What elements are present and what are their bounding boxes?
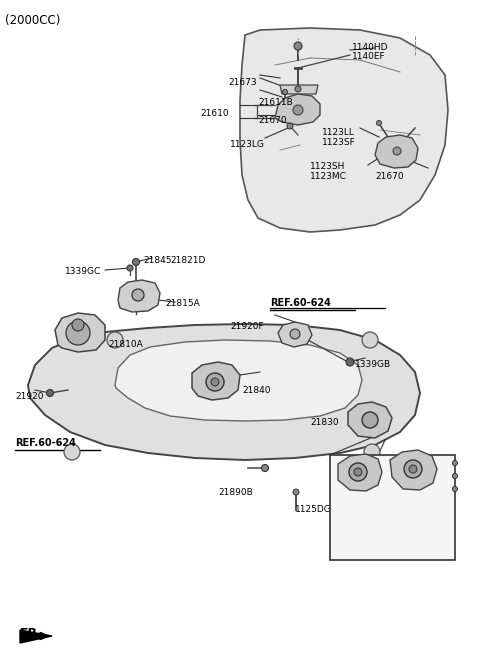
Text: 1339GB: 1339GB [355, 360, 391, 369]
Polygon shape [192, 362, 240, 400]
Circle shape [404, 460, 422, 478]
Circle shape [349, 463, 367, 481]
Text: 1339GC: 1339GC [65, 267, 101, 276]
Text: FR.: FR. [20, 627, 43, 640]
Text: 1123LG: 1123LG [230, 140, 265, 149]
Polygon shape [118, 280, 160, 312]
Circle shape [290, 329, 300, 339]
Polygon shape [275, 94, 320, 125]
Polygon shape [115, 340, 362, 421]
Circle shape [376, 120, 382, 125]
Text: 21810A: 21810A [108, 340, 143, 349]
Text: 1123LL: 1123LL [322, 128, 355, 137]
Text: 1140HD: 1140HD [352, 43, 388, 52]
Circle shape [354, 468, 362, 476]
Polygon shape [55, 313, 105, 352]
Text: 21920: 21920 [15, 392, 44, 401]
Circle shape [453, 474, 457, 478]
Text: 21815A: 21815A [165, 299, 200, 308]
Circle shape [66, 321, 90, 345]
Circle shape [453, 486, 457, 491]
Polygon shape [280, 85, 318, 94]
Text: 21670: 21670 [375, 172, 404, 181]
Text: 1125DG: 1125DG [392, 483, 429, 492]
Circle shape [132, 258, 140, 265]
Text: 1125DG: 1125DG [392, 473, 429, 482]
Circle shape [287, 123, 293, 129]
Text: 21673: 21673 [228, 78, 257, 87]
Text: 21830: 21830 [310, 418, 338, 427]
Polygon shape [375, 135, 418, 168]
Circle shape [206, 373, 224, 391]
Circle shape [453, 461, 457, 466]
Bar [330, 455, 455, 560]
Text: 1125DG: 1125DG [392, 463, 429, 472]
Circle shape [132, 289, 144, 301]
Text: (2000CC): (2000CC) [5, 14, 60, 27]
Text: 1123MC: 1123MC [310, 172, 347, 181]
Text: 21821D: 21821D [170, 256, 205, 265]
Polygon shape [338, 454, 382, 491]
Circle shape [409, 465, 417, 473]
Circle shape [293, 105, 303, 115]
Text: 1140EF: 1140EF [352, 52, 385, 61]
Circle shape [127, 265, 133, 271]
Circle shape [393, 147, 401, 155]
Text: REF.60-624: REF.60-624 [15, 438, 76, 448]
Text: 1123SF: 1123SF [322, 138, 356, 147]
Circle shape [294, 42, 302, 50]
Text: 21840: 21840 [242, 386, 271, 395]
Circle shape [362, 412, 378, 428]
Text: REF.60-624: REF.60-624 [270, 298, 331, 308]
Text: 21890B: 21890B [218, 488, 253, 497]
Polygon shape [278, 322, 312, 347]
Circle shape [47, 390, 53, 397]
Circle shape [64, 444, 80, 460]
Circle shape [295, 86, 301, 92]
Circle shape [293, 489, 299, 495]
Circle shape [262, 464, 268, 472]
Circle shape [283, 89, 288, 95]
Circle shape [346, 358, 354, 366]
Polygon shape [240, 28, 448, 232]
Polygon shape [20, 630, 52, 643]
Text: 21611B: 21611B [258, 98, 293, 107]
Polygon shape [28, 324, 420, 460]
Circle shape [107, 332, 123, 348]
Polygon shape [390, 450, 437, 490]
Text: 21670: 21670 [258, 116, 287, 125]
Circle shape [72, 319, 84, 331]
Text: 1123SH: 1123SH [310, 162, 346, 171]
Circle shape [364, 444, 380, 460]
Text: 21845: 21845 [143, 256, 171, 265]
Circle shape [211, 378, 219, 386]
Text: 21610: 21610 [200, 109, 228, 118]
Polygon shape [348, 402, 392, 438]
Circle shape [362, 332, 378, 348]
Text: 1125DG: 1125DG [295, 505, 332, 514]
Text: 21920F: 21920F [230, 322, 264, 331]
